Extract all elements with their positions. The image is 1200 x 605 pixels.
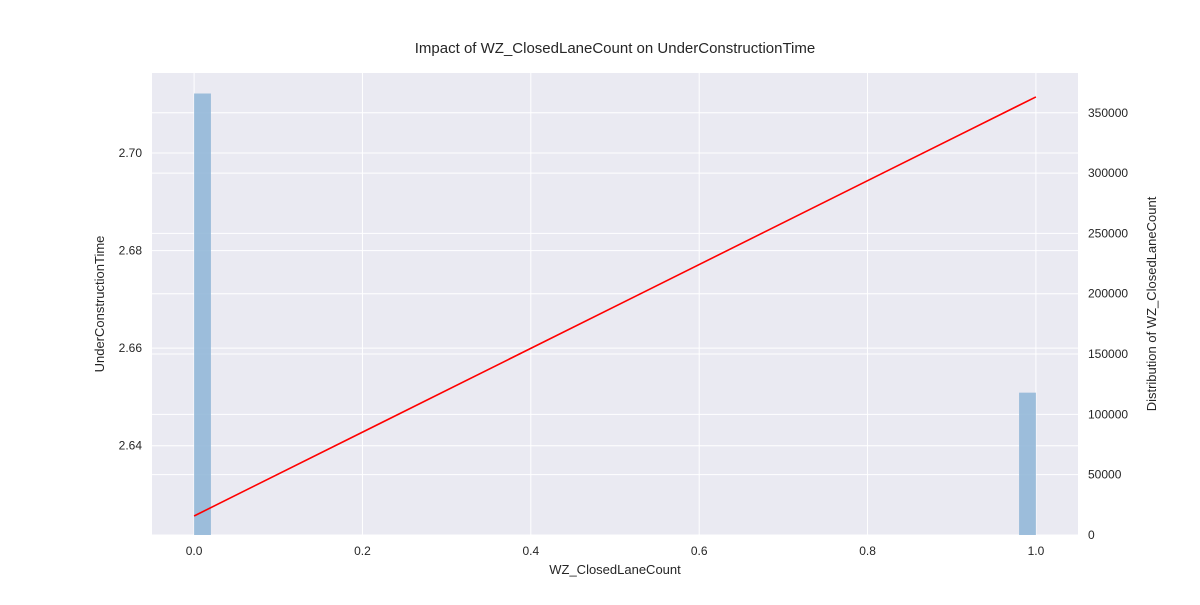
x-tick-label: 0.8 (859, 544, 876, 558)
chart-title: Impact of WZ_ClosedLaneCount on UnderCon… (415, 40, 815, 57)
histogram-bar (1019, 392, 1036, 535)
x-tick-label: 0.0 (186, 544, 203, 558)
x-tick-label: 0.2 (354, 544, 371, 558)
y-tick-label: 2.66 (119, 341, 143, 355)
y2-tick-label: 50000 (1088, 468, 1122, 482)
x-tick-label: 0.6 (691, 544, 708, 558)
y2-tick-label: 200000 (1088, 287, 1128, 301)
histogram-bar (194, 93, 211, 535)
y2-tick-label: 0 (1088, 528, 1095, 542)
y2-tick-label: 100000 (1088, 407, 1128, 421)
x-tick-label: 1.0 (1028, 544, 1045, 558)
x-tick-label: 0.4 (522, 544, 539, 558)
y2-tick-label: 250000 (1088, 226, 1128, 240)
y2-tick-label: 300000 (1088, 166, 1128, 180)
trend-line (193, 96, 1037, 517)
y2-tick-label: 150000 (1088, 347, 1128, 361)
plot-area: 0.0 0.2 0.4 0.6 0.8 1.0 2.64 2.66 2.68 2.70 0 50000… (119, 73, 1128, 558)
plot-background (152, 73, 1078, 535)
y2-tick-label: 350000 (1088, 106, 1128, 120)
y-tick-label: 2.68 (119, 244, 143, 258)
y-tick-label: 2.64 (119, 439, 143, 453)
x-axis-label: WZ_ClosedLaneCount (549, 562, 681, 577)
y-tick-label: 2.70 (119, 146, 143, 160)
y2-axis-label: Distribution of WZ_ClosedLaneCount (1144, 196, 1159, 411)
y-axis-label: UnderConstructionTime (92, 236, 107, 373)
